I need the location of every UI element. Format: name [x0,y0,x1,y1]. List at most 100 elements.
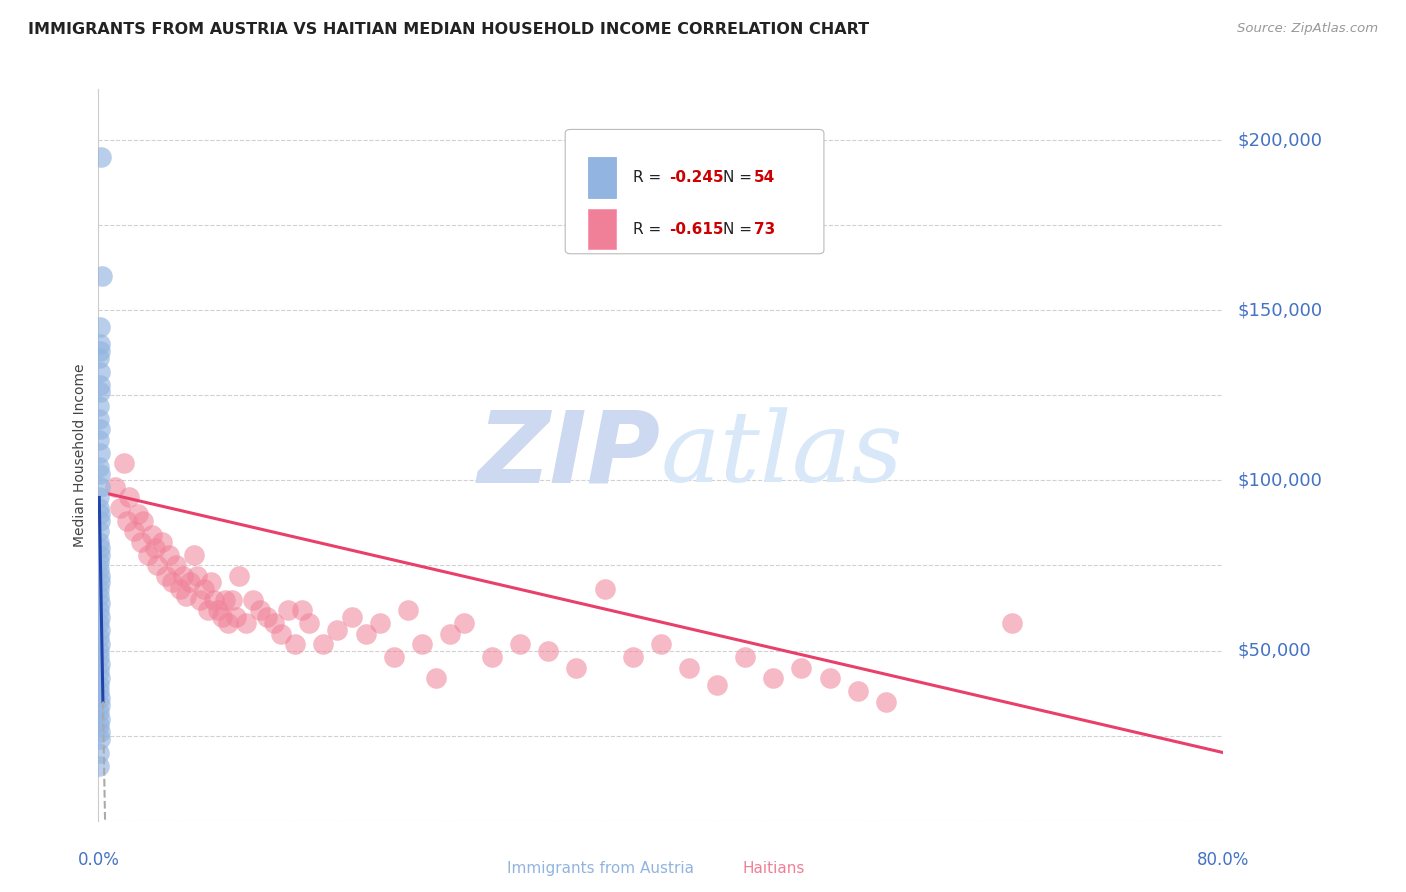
Point [89,637,111,651]
Text: Source: ZipAtlas.com: Source: ZipAtlas.com [1237,22,1378,36]
Point [89,664,111,678]
Point [312,637,335,651]
Point [89,446,111,460]
Point [165,558,187,573]
Point [129,534,152,549]
Point [207,603,229,617]
Point [202,592,225,607]
Point [183,549,205,563]
Text: 0.0%: 0.0% [77,851,120,869]
Point [89,691,111,706]
Bar [711,855,737,881]
Point [89,467,111,481]
Point [118,491,141,505]
Point [565,660,588,674]
Text: R =: R = [633,170,666,185]
Point [89,746,111,760]
Text: 80.0%: 80.0% [1197,851,1250,869]
Point [172,568,194,582]
Point [89,589,111,603]
Point [143,541,166,556]
Point [89,541,111,556]
Point [291,603,314,617]
Point [89,731,111,746]
Point [89,365,111,379]
Point [112,457,135,471]
Point [818,671,841,685]
Point [89,351,111,365]
Point [89,555,111,569]
Point [368,616,391,631]
Point [225,609,247,624]
Point [221,592,243,607]
Bar [588,158,616,198]
Text: ZIP: ZIP [478,407,661,503]
Point [89,514,111,528]
Point [249,603,271,617]
Point [354,626,377,640]
Point [89,412,111,426]
Text: $200,000: $200,000 [1237,131,1322,149]
Point [89,623,111,637]
Point [650,637,672,651]
Point [211,609,233,624]
Point [157,549,180,563]
Point [89,698,111,712]
Point [115,514,138,528]
Text: Haitians: Haitians [742,861,806,876]
Point [593,582,616,597]
Point [89,320,111,334]
Point [188,592,211,607]
Point [127,508,149,522]
Point [179,575,201,590]
Point [90,150,112,164]
Point [89,671,111,685]
Point [235,616,257,631]
Point [108,500,131,515]
Bar [588,209,616,249]
Point [89,725,111,739]
Point [169,582,191,597]
Point [89,508,111,522]
Point [89,422,111,436]
Point [762,671,785,685]
Point [411,637,433,651]
Point [242,592,264,607]
Point [89,718,111,732]
Point [89,603,111,617]
Point [89,596,111,610]
Point [89,399,111,413]
Point [89,344,111,359]
Point [200,575,222,590]
Point [197,603,219,617]
Point [136,549,159,563]
Text: $50,000: $50,000 [1237,641,1310,659]
Point [89,459,111,474]
Point [706,677,728,691]
Point [89,677,111,691]
Bar [475,855,501,881]
Point [89,384,111,399]
Point [155,568,177,582]
Point [89,524,111,539]
Point [284,637,307,651]
Text: IMMIGRANTS FROM AUSTRIA VS HAITIAN MEDIAN HOUSEHOLD INCOME CORRELATION CHART: IMMIGRANTS FROM AUSTRIA VS HAITIAN MEDIA… [28,22,869,37]
Point [141,528,163,542]
Point [846,684,869,698]
Point [132,514,155,528]
Text: R =: R = [633,221,666,236]
Point [89,712,111,726]
Point [89,575,111,590]
Point [875,695,897,709]
Text: -0.245: -0.245 [669,170,723,185]
Point [89,480,111,494]
Point [89,650,111,665]
Text: $100,000: $100,000 [1237,472,1322,490]
Point [186,568,208,582]
Point [439,626,461,640]
Point [89,337,111,351]
Point [256,609,278,624]
Point [1001,616,1024,631]
Point [89,582,111,597]
Point [89,568,111,582]
